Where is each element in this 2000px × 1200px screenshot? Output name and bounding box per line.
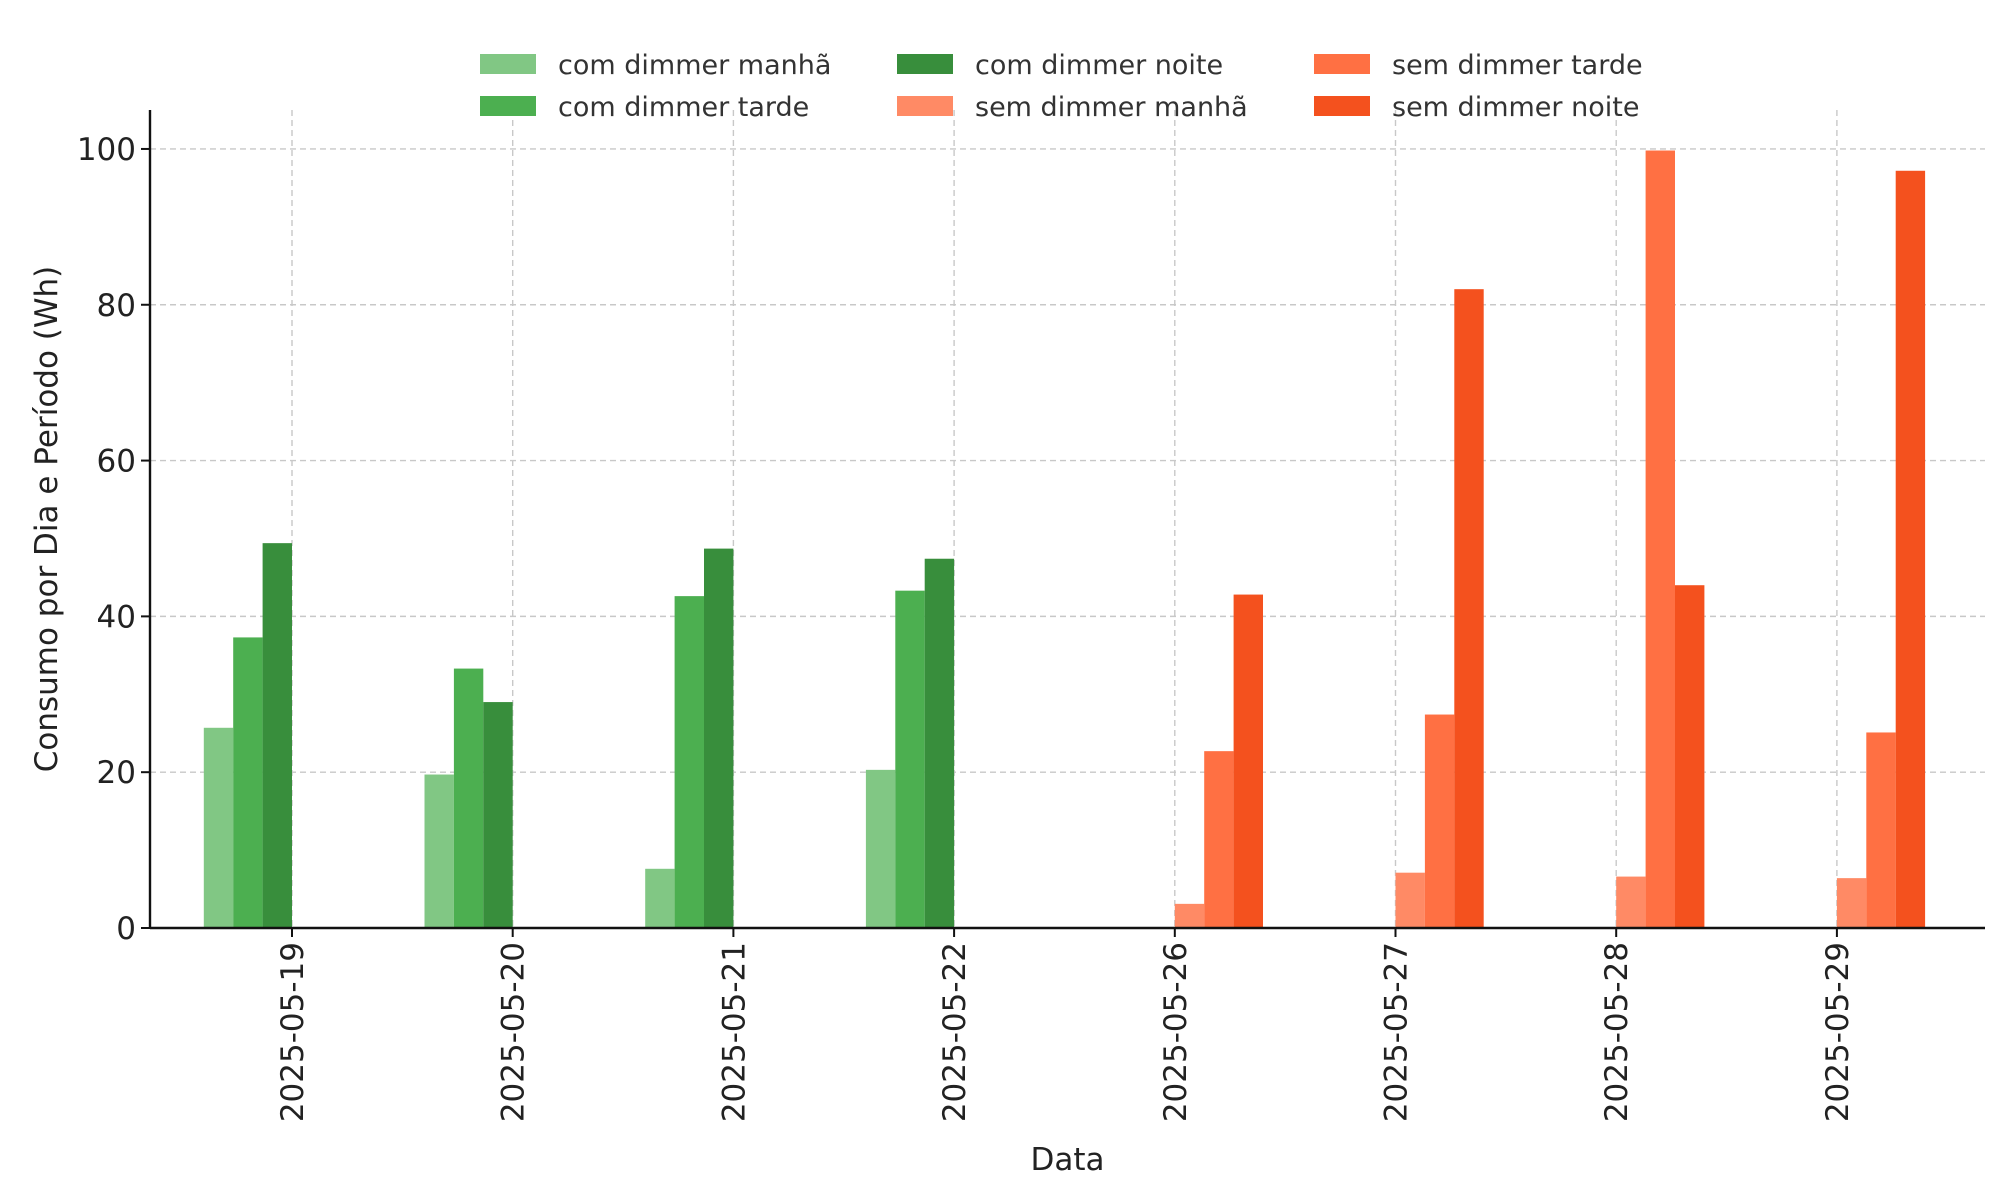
legend-label: sem dimmer noite (1392, 92, 1639, 123)
bar (1895, 170, 1926, 928)
bar (1174, 903, 1205, 928)
axes (148, 110, 1985, 930)
bar (1836, 878, 1867, 928)
bar (483, 702, 513, 928)
bar (645, 868, 675, 928)
bar (1233, 594, 1263, 928)
x-tick-label: 2025-05-28 (1599, 942, 1635, 1122)
bar (1395, 872, 1425, 928)
bar (1645, 150, 1675, 928)
bar (1866, 732, 1896, 928)
bar (1204, 751, 1234, 928)
x-tick-label: 2025-05-20 (496, 942, 532, 1122)
y-tick-label: 60 (97, 444, 136, 480)
x-axis-title: Data (1030, 1142, 1104, 1178)
y-tick-label: 40 (97, 599, 136, 635)
legend-swatch (897, 54, 953, 74)
legend-swatch (1314, 54, 1370, 74)
bar (203, 727, 234, 928)
legend-swatch (480, 54, 536, 74)
bar (674, 596, 704, 928)
x-tick-label: 2025-05-29 (1820, 942, 1856, 1122)
legend-label: sem dimmer tarde (1392, 50, 1643, 81)
y-ticks: 0 20 40 60 80 100 (77, 132, 150, 947)
legend-label: com dimmer tarde (558, 92, 809, 123)
y-axis-title: Consumo por Dia e Período (Wh) (29, 266, 65, 773)
legend-label: com dimmer noite (975, 50, 1223, 81)
bars (203, 150, 1926, 929)
bar (704, 548, 734, 928)
legend-label: sem dimmer manhã (975, 92, 1248, 123)
bar (1675, 585, 1705, 928)
bar (924, 558, 955, 928)
legend-swatch (480, 96, 536, 116)
x-tick-label: 2025-05-19 (275, 942, 311, 1122)
x-tick-label: 2025-05-26 (1158, 942, 1194, 1122)
legend-swatch (1314, 96, 1370, 116)
bar (865, 769, 896, 928)
x-tick-label: 2025-05-21 (716, 942, 752, 1122)
legend-label: com dimmer manhã (558, 50, 831, 81)
legend: com dimmer manhã com dimmer tarde com dimm… (480, 50, 1643, 123)
bar (262, 543, 292, 928)
bar (895, 590, 925, 928)
bar (1454, 289, 1484, 929)
x-tick-label: 2025-05-22 (937, 942, 973, 1122)
x-tick-label: 2025-05-27 (1379, 942, 1415, 1122)
y-tick-label: 0 (116, 911, 136, 947)
y-tick-label: 100 (77, 132, 136, 168)
bar (424, 774, 454, 928)
bar (1616, 876, 1646, 928)
bar (453, 668, 484, 928)
y-tick-label: 80 (97, 288, 136, 324)
bar (233, 637, 263, 928)
y-tick-label: 20 (97, 755, 136, 791)
bar (1424, 714, 1455, 928)
legend-swatch (897, 96, 953, 116)
x-ticks: 2025-05-19 2025-05-20 2025-05-21 2025-05-22… (275, 928, 1856, 1122)
